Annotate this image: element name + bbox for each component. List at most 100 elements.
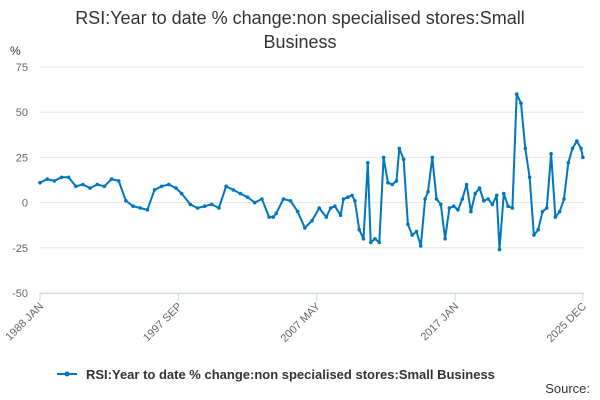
data-point[interactable]: [575, 139, 579, 143]
data-point[interactable]: [506, 204, 510, 208]
data-point[interactable]: [473, 191, 478, 196]
data-point[interactable]: [532, 233, 536, 237]
data-point[interactable]: [357, 227, 362, 232]
data-point[interactable]: [346, 195, 350, 199]
data-point[interactable]: [394, 179, 399, 183]
data-point[interactable]: [252, 200, 257, 205]
data-point[interactable]: [88, 186, 92, 190]
data-point[interactable]: [159, 184, 164, 189]
data-point[interactable]: [406, 222, 410, 227]
data-point[interactable]: [482, 199, 486, 203]
data-point[interactable]: [430, 155, 435, 160]
data-point[interactable]: [52, 179, 57, 183]
data-point[interactable]: [368, 240, 373, 245]
data-point[interactable]: [557, 209, 562, 214]
data-point[interactable]: [74, 184, 78, 189]
data-point[interactable]: [514, 92, 519, 96]
data-point[interactable]: [390, 182, 395, 187]
data-point[interactable]: [562, 197, 566, 201]
data-point[interactable]: [353, 199, 357, 203]
data-point[interactable]: [116, 179, 121, 183]
data-point[interactable]: [486, 197, 490, 201]
data-point[interactable]: [581, 155, 585, 160]
data-point[interactable]: [456, 208, 460, 212]
data-point[interactable]: [95, 182, 100, 187]
data-point[interactable]: [231, 188, 236, 192]
data-point[interactable]: [566, 161, 571, 165]
data-point[interactable]: [145, 208, 150, 212]
data-point[interactable]: [545, 206, 549, 210]
data-point[interactable]: [245, 195, 250, 199]
data-point[interactable]: [131, 204, 135, 208]
data-point[interactable]: [281, 197, 286, 201]
data-point[interactable]: [549, 152, 553, 156]
data-point[interactable]: [38, 180, 42, 185]
data-point[interactable]: [460, 197, 465, 201]
data-point[interactable]: [210, 202, 214, 207]
data-point[interactable]: [45, 177, 49, 181]
data-point[interactable]: [124, 199, 128, 203]
data-point[interactable]: [350, 193, 354, 198]
data-point[interactable]: [540, 209, 545, 214]
data-point[interactable]: [373, 237, 377, 241]
data-point[interactable]: [527, 175, 532, 180]
data-point[interactable]: [439, 202, 443, 207]
data-point[interactable]: [464, 182, 469, 187]
data-point[interactable]: [434, 197, 439, 201]
data-point[interactable]: [217, 206, 221, 210]
data-point[interactable]: [288, 199, 293, 203]
data-point[interactable]: [317, 206, 322, 210]
data-point[interactable]: [477, 186, 482, 190]
data-point[interactable]: [167, 182, 171, 187]
data-point[interactable]: [338, 213, 343, 218]
data-point[interactable]: [267, 215, 271, 219]
data-point[interactable]: [397, 146, 402, 151]
data-point[interactable]: [381, 155, 386, 160]
data-point[interactable]: [202, 204, 207, 208]
data-point[interactable]: [523, 146, 528, 151]
data-point[interactable]: [423, 197, 427, 201]
data-point[interactable]: [174, 186, 178, 190]
data-point[interactable]: [494, 193, 499, 198]
data-point[interactable]: [419, 244, 423, 248]
data-point[interactable]: [328, 206, 333, 210]
data-point[interactable]: [59, 175, 64, 180]
data-point[interactable]: [502, 191, 506, 196]
data-point[interactable]: [469, 209, 473, 214]
data-point[interactable]: [366, 161, 370, 165]
data-point[interactable]: [195, 206, 200, 210]
data-point[interactable]: [451, 204, 456, 208]
legend[interactable]: RSI:Year to date % change:non specialise…: [56, 364, 556, 384]
data-point[interactable]: [510, 206, 515, 210]
data-point[interactable]: [179, 191, 184, 196]
data-point[interactable]: [361, 237, 366, 241]
data-point[interactable]: [303, 226, 307, 230]
data-point[interactable]: [260, 197, 264, 201]
data-point[interactable]: [519, 101, 523, 105]
data-point[interactable]: [490, 202, 495, 207]
data-point[interactable]: [497, 247, 502, 252]
data-point[interactable]: [341, 197, 346, 201]
data-point[interactable]: [324, 215, 329, 219]
data-point[interactable]: [66, 175, 71, 180]
data-point[interactable]: [401, 157, 406, 161]
data-point[interactable]: [295, 209, 300, 214]
data-point[interactable]: [238, 191, 243, 196]
data-point[interactable]: [81, 182, 85, 187]
data-point[interactable]: [447, 206, 452, 210]
data-point[interactable]: [579, 146, 583, 151]
data-point[interactable]: [188, 202, 193, 207]
data-point[interactable]: [333, 204, 337, 208]
data-point[interactable]: [443, 237, 447, 241]
data-point[interactable]: [377, 240, 382, 245]
data-point[interactable]: [152, 188, 157, 192]
data-point[interactable]: [536, 227, 540, 232]
data-point[interactable]: [102, 184, 107, 189]
data-point[interactable]: [274, 211, 279, 216]
data-point[interactable]: [553, 215, 558, 219]
data-point[interactable]: [224, 184, 228, 189]
data-point[interactable]: [310, 218, 314, 223]
data-point[interactable]: [138, 206, 142, 210]
data-point[interactable]: [570, 146, 575, 151]
data-point[interactable]: [414, 229, 419, 234]
